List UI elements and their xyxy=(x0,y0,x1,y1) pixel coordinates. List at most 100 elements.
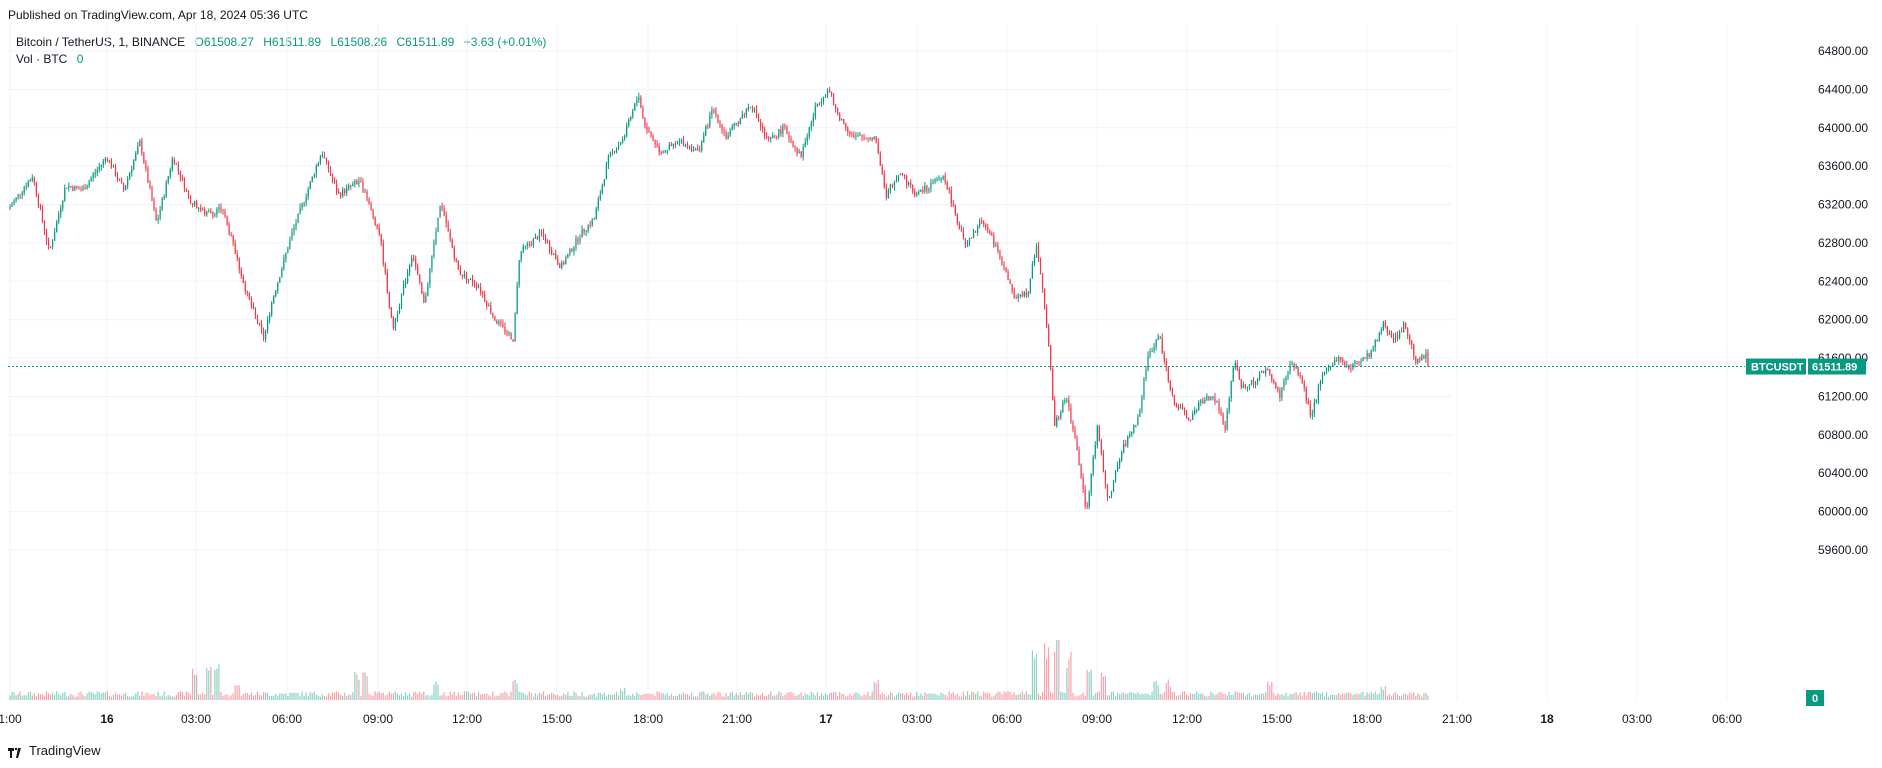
volume-bar xyxy=(488,695,490,700)
volume-bar xyxy=(1096,692,1098,700)
candle xyxy=(1060,409,1062,420)
volume-bar xyxy=(707,693,709,700)
volume-bar xyxy=(646,693,648,700)
candle xyxy=(607,154,610,170)
candle xyxy=(139,139,141,147)
volume-bar xyxy=(1344,693,1346,700)
candle xyxy=(948,186,950,194)
volume-bar xyxy=(528,691,530,700)
candle xyxy=(784,123,786,130)
volume-bar xyxy=(932,693,934,700)
candle xyxy=(542,228,545,240)
candle xyxy=(198,206,200,212)
candle xyxy=(861,134,863,142)
volume-bar xyxy=(1133,693,1135,700)
candle xyxy=(39,203,42,211)
volume-bar xyxy=(697,696,699,700)
volume-bar xyxy=(901,693,904,700)
volume-bar xyxy=(595,696,597,700)
volume-bar xyxy=(1141,693,1143,700)
candle xyxy=(1023,290,1025,298)
volume-bar xyxy=(792,692,794,700)
volume-bar xyxy=(575,692,577,700)
candle xyxy=(127,176,129,190)
volume-bar xyxy=(1037,693,1040,700)
candle xyxy=(1419,356,1421,363)
footer-brand[interactable]: TradingView xyxy=(8,743,101,758)
volume-bar xyxy=(1033,658,1036,700)
candle xyxy=(492,312,494,319)
volume-bar xyxy=(127,696,129,700)
volume-bar xyxy=(1086,669,1088,700)
candle xyxy=(1202,397,1204,405)
candle xyxy=(1123,439,1125,454)
candle xyxy=(279,276,281,283)
volume-bar xyxy=(983,691,985,700)
volume-bar xyxy=(617,695,620,700)
candle xyxy=(512,338,514,343)
candle xyxy=(966,239,969,247)
candle xyxy=(262,327,265,342)
volume-bar xyxy=(216,668,218,700)
volume-bar xyxy=(1332,694,1334,700)
candle xyxy=(605,161,608,180)
volume-bar xyxy=(443,692,445,700)
volume-bar xyxy=(151,694,153,700)
candle xyxy=(699,145,701,153)
candle xyxy=(551,246,553,256)
symbol-label[interactable]: Bitcoin / TetherUS, 1, BINANCE xyxy=(16,35,186,49)
volume-bar xyxy=(484,694,486,700)
candle xyxy=(68,182,70,192)
candle xyxy=(579,234,581,245)
candle xyxy=(857,132,859,137)
candle xyxy=(830,91,833,97)
volume-bar xyxy=(1360,692,1362,700)
candle xyxy=(214,212,216,218)
candle xyxy=(918,189,920,196)
volume-bar xyxy=(770,691,772,700)
volume-bar xyxy=(843,693,845,700)
volume-bar xyxy=(1121,693,1123,700)
candle xyxy=(335,179,338,196)
candle xyxy=(1364,357,1366,360)
volume-bar xyxy=(244,692,246,700)
volume-bar xyxy=(624,687,626,700)
candle xyxy=(360,177,362,183)
volume-label[interactable]: Vol · BTC xyxy=(16,52,68,66)
candle xyxy=(137,142,139,155)
candle xyxy=(1102,450,1105,473)
volume-bar xyxy=(589,694,591,700)
candle xyxy=(1427,349,1429,367)
candle xyxy=(293,224,295,236)
volume-bar xyxy=(1108,695,1111,700)
volume-bar xyxy=(1031,650,1034,700)
candle xyxy=(1299,372,1301,379)
volume-bar xyxy=(1248,692,1251,700)
candle xyxy=(133,159,135,171)
candle xyxy=(745,107,747,119)
candle xyxy=(1254,381,1257,389)
candle xyxy=(875,135,877,144)
volume-bar xyxy=(1151,691,1153,700)
candle xyxy=(1027,290,1029,298)
volume-bar xyxy=(1119,694,1121,700)
volume-bar xyxy=(1177,695,1180,700)
candle xyxy=(86,184,88,190)
volume-bar xyxy=(587,695,589,700)
candle xyxy=(125,185,127,191)
candle xyxy=(901,172,904,177)
volume-bar xyxy=(435,681,437,700)
price-chart[interactable]: 64800.00 64400.00 64000.00 63600.00 63200.00… xyxy=(0,24,1882,736)
volume-bar xyxy=(778,691,780,700)
candle xyxy=(281,266,283,278)
volume-bar xyxy=(45,691,48,700)
volume-bar xyxy=(1021,691,1023,700)
candle xyxy=(534,233,537,239)
candle xyxy=(970,237,973,239)
candle xyxy=(950,186,952,208)
volume-bar xyxy=(1100,672,1102,700)
candle xyxy=(1145,366,1147,382)
candle xyxy=(309,180,311,190)
candle xyxy=(437,217,439,232)
volume-bar xyxy=(234,685,236,700)
